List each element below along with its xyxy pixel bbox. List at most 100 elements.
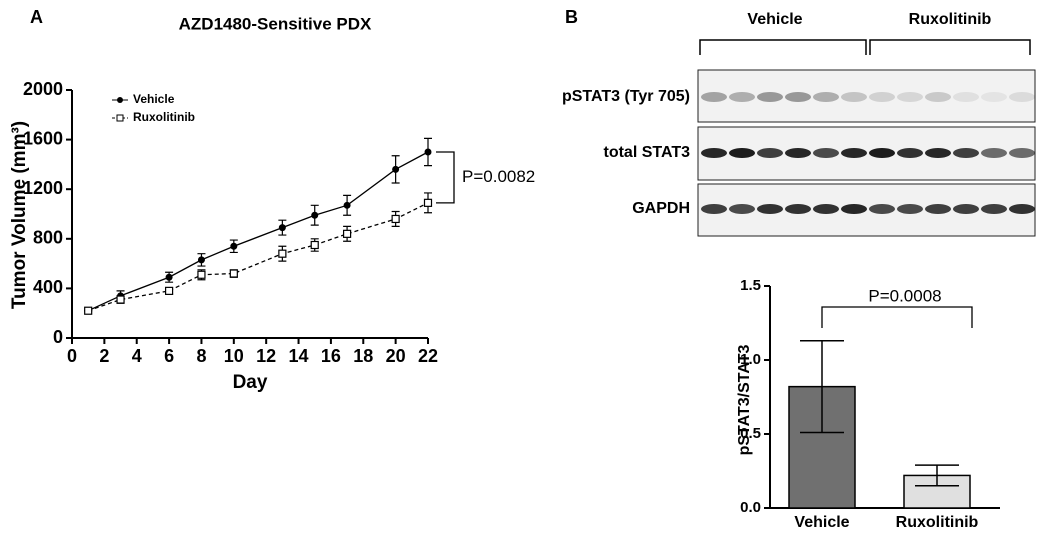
blot-band bbox=[869, 92, 895, 102]
row-label: total STAT3 bbox=[603, 144, 690, 161]
data-point bbox=[392, 165, 400, 173]
x-axis-label: Day bbox=[233, 372, 268, 393]
blot-band bbox=[813, 204, 839, 214]
y-tick-label: 800 bbox=[33, 228, 63, 248]
group-brackets bbox=[699, 39, 1031, 55]
x-tick-label: 14 bbox=[289, 346, 309, 366]
blot-band bbox=[925, 148, 951, 158]
data-point bbox=[165, 273, 173, 281]
group-label: Vehicle bbox=[747, 11, 802, 28]
y-axis-label: Tumor Volume (mm³) bbox=[9, 121, 30, 309]
x-tick-label: 4 bbox=[132, 346, 142, 366]
legend-label: Vehicle bbox=[133, 92, 175, 106]
blot-band bbox=[925, 92, 951, 102]
data-point bbox=[84, 306, 93, 315]
x-tick-label: Ruxolitinib bbox=[896, 514, 979, 531]
bracket bbox=[699, 39, 867, 55]
blot-band bbox=[813, 92, 839, 102]
data-point bbox=[229, 269, 238, 278]
data-point bbox=[424, 148, 432, 156]
blot-band bbox=[869, 204, 895, 214]
blot-band bbox=[785, 148, 811, 158]
data-point bbox=[342, 229, 352, 238]
blot-band bbox=[897, 204, 923, 214]
blot-band bbox=[841, 148, 867, 158]
blot-band bbox=[729, 204, 755, 214]
data-point bbox=[343, 201, 351, 209]
blot-band bbox=[729, 92, 755, 102]
significance-bracket bbox=[436, 151, 455, 204]
data-point bbox=[197, 270, 206, 279]
data-point bbox=[116, 295, 125, 304]
x-tick-label: 0 bbox=[67, 346, 77, 366]
blot-band bbox=[981, 148, 1007, 158]
x-tick-label: 2 bbox=[99, 346, 109, 366]
y-tick-label: 1600 bbox=[23, 128, 63, 148]
x-tick-label: 8 bbox=[196, 346, 206, 366]
legend-marker bbox=[117, 97, 123, 103]
x-tick-label: 20 bbox=[386, 346, 406, 366]
error-bar bbox=[915, 464, 959, 487]
data-point bbox=[230, 242, 238, 250]
series-line bbox=[87, 151, 429, 312]
blot-band bbox=[1009, 92, 1035, 102]
error-bar bbox=[800, 340, 844, 434]
panel-label: A bbox=[30, 7, 43, 27]
series-line bbox=[87, 202, 429, 312]
blot-band bbox=[841, 204, 867, 214]
blot-band bbox=[813, 148, 839, 158]
data-point bbox=[197, 256, 205, 264]
blot-band bbox=[897, 148, 923, 158]
blot-band bbox=[757, 204, 783, 214]
blot-band bbox=[785, 92, 811, 102]
x-tick-label: 6 bbox=[164, 346, 174, 366]
y-tick-label: 0 bbox=[53, 327, 63, 347]
annotation: P=0.0082 bbox=[462, 167, 535, 186]
blot-strip bbox=[697, 69, 1036, 123]
data-point bbox=[278, 249, 287, 258]
legend-marker bbox=[116, 114, 124, 122]
blot-band bbox=[757, 92, 783, 102]
y-tick-label: 1.5 bbox=[740, 277, 761, 294]
annotation: P=0.0008 bbox=[868, 286, 941, 305]
x-tick-label: 16 bbox=[321, 346, 341, 366]
y-tick-label: 0.5 bbox=[740, 425, 761, 442]
data-point bbox=[278, 224, 286, 232]
blot-band bbox=[1009, 148, 1035, 158]
y-tick-label: 2000 bbox=[23, 79, 63, 99]
y-tick-label: 400 bbox=[33, 277, 63, 297]
x-tick-label: 10 bbox=[224, 346, 244, 366]
data-point bbox=[311, 211, 319, 219]
blot-band bbox=[757, 148, 783, 158]
blot-band bbox=[925, 204, 951, 214]
row-label: pSTAT3 (Tyr 705) bbox=[562, 88, 690, 105]
blot-band bbox=[953, 204, 979, 214]
blot-band bbox=[953, 148, 979, 158]
y-tick-label: 0.0 bbox=[740, 499, 761, 516]
x-tick-label: 12 bbox=[256, 346, 276, 366]
x-tick-label: 18 bbox=[353, 346, 373, 366]
blot-band bbox=[701, 204, 727, 214]
data-point bbox=[310, 240, 319, 250]
blot-band bbox=[981, 92, 1007, 102]
blot-band bbox=[701, 148, 727, 158]
data-point bbox=[164, 286, 174, 295]
blot-band bbox=[869, 148, 895, 158]
x-tick-label: Vehicle bbox=[794, 514, 849, 531]
group-label: Ruxolitinib bbox=[909, 11, 992, 28]
row-label: GAPDH bbox=[632, 200, 690, 217]
blot-band bbox=[841, 92, 867, 102]
significance-bracket bbox=[821, 306, 973, 328]
x-tick-label: 22 bbox=[418, 346, 438, 366]
blot-band bbox=[729, 148, 755, 158]
legend-label: Ruxolitinib bbox=[133, 110, 195, 124]
blot-band bbox=[953, 92, 979, 102]
blot-band bbox=[897, 92, 923, 102]
bracket bbox=[869, 39, 1031, 55]
blot-band bbox=[701, 92, 727, 102]
y-tick-label: 1200 bbox=[23, 178, 63, 198]
y-axis-label: pSTAT3/STAT3 bbox=[736, 344, 753, 455]
y-tick-label: 1.0 bbox=[740, 351, 761, 368]
blot-band bbox=[785, 204, 811, 214]
